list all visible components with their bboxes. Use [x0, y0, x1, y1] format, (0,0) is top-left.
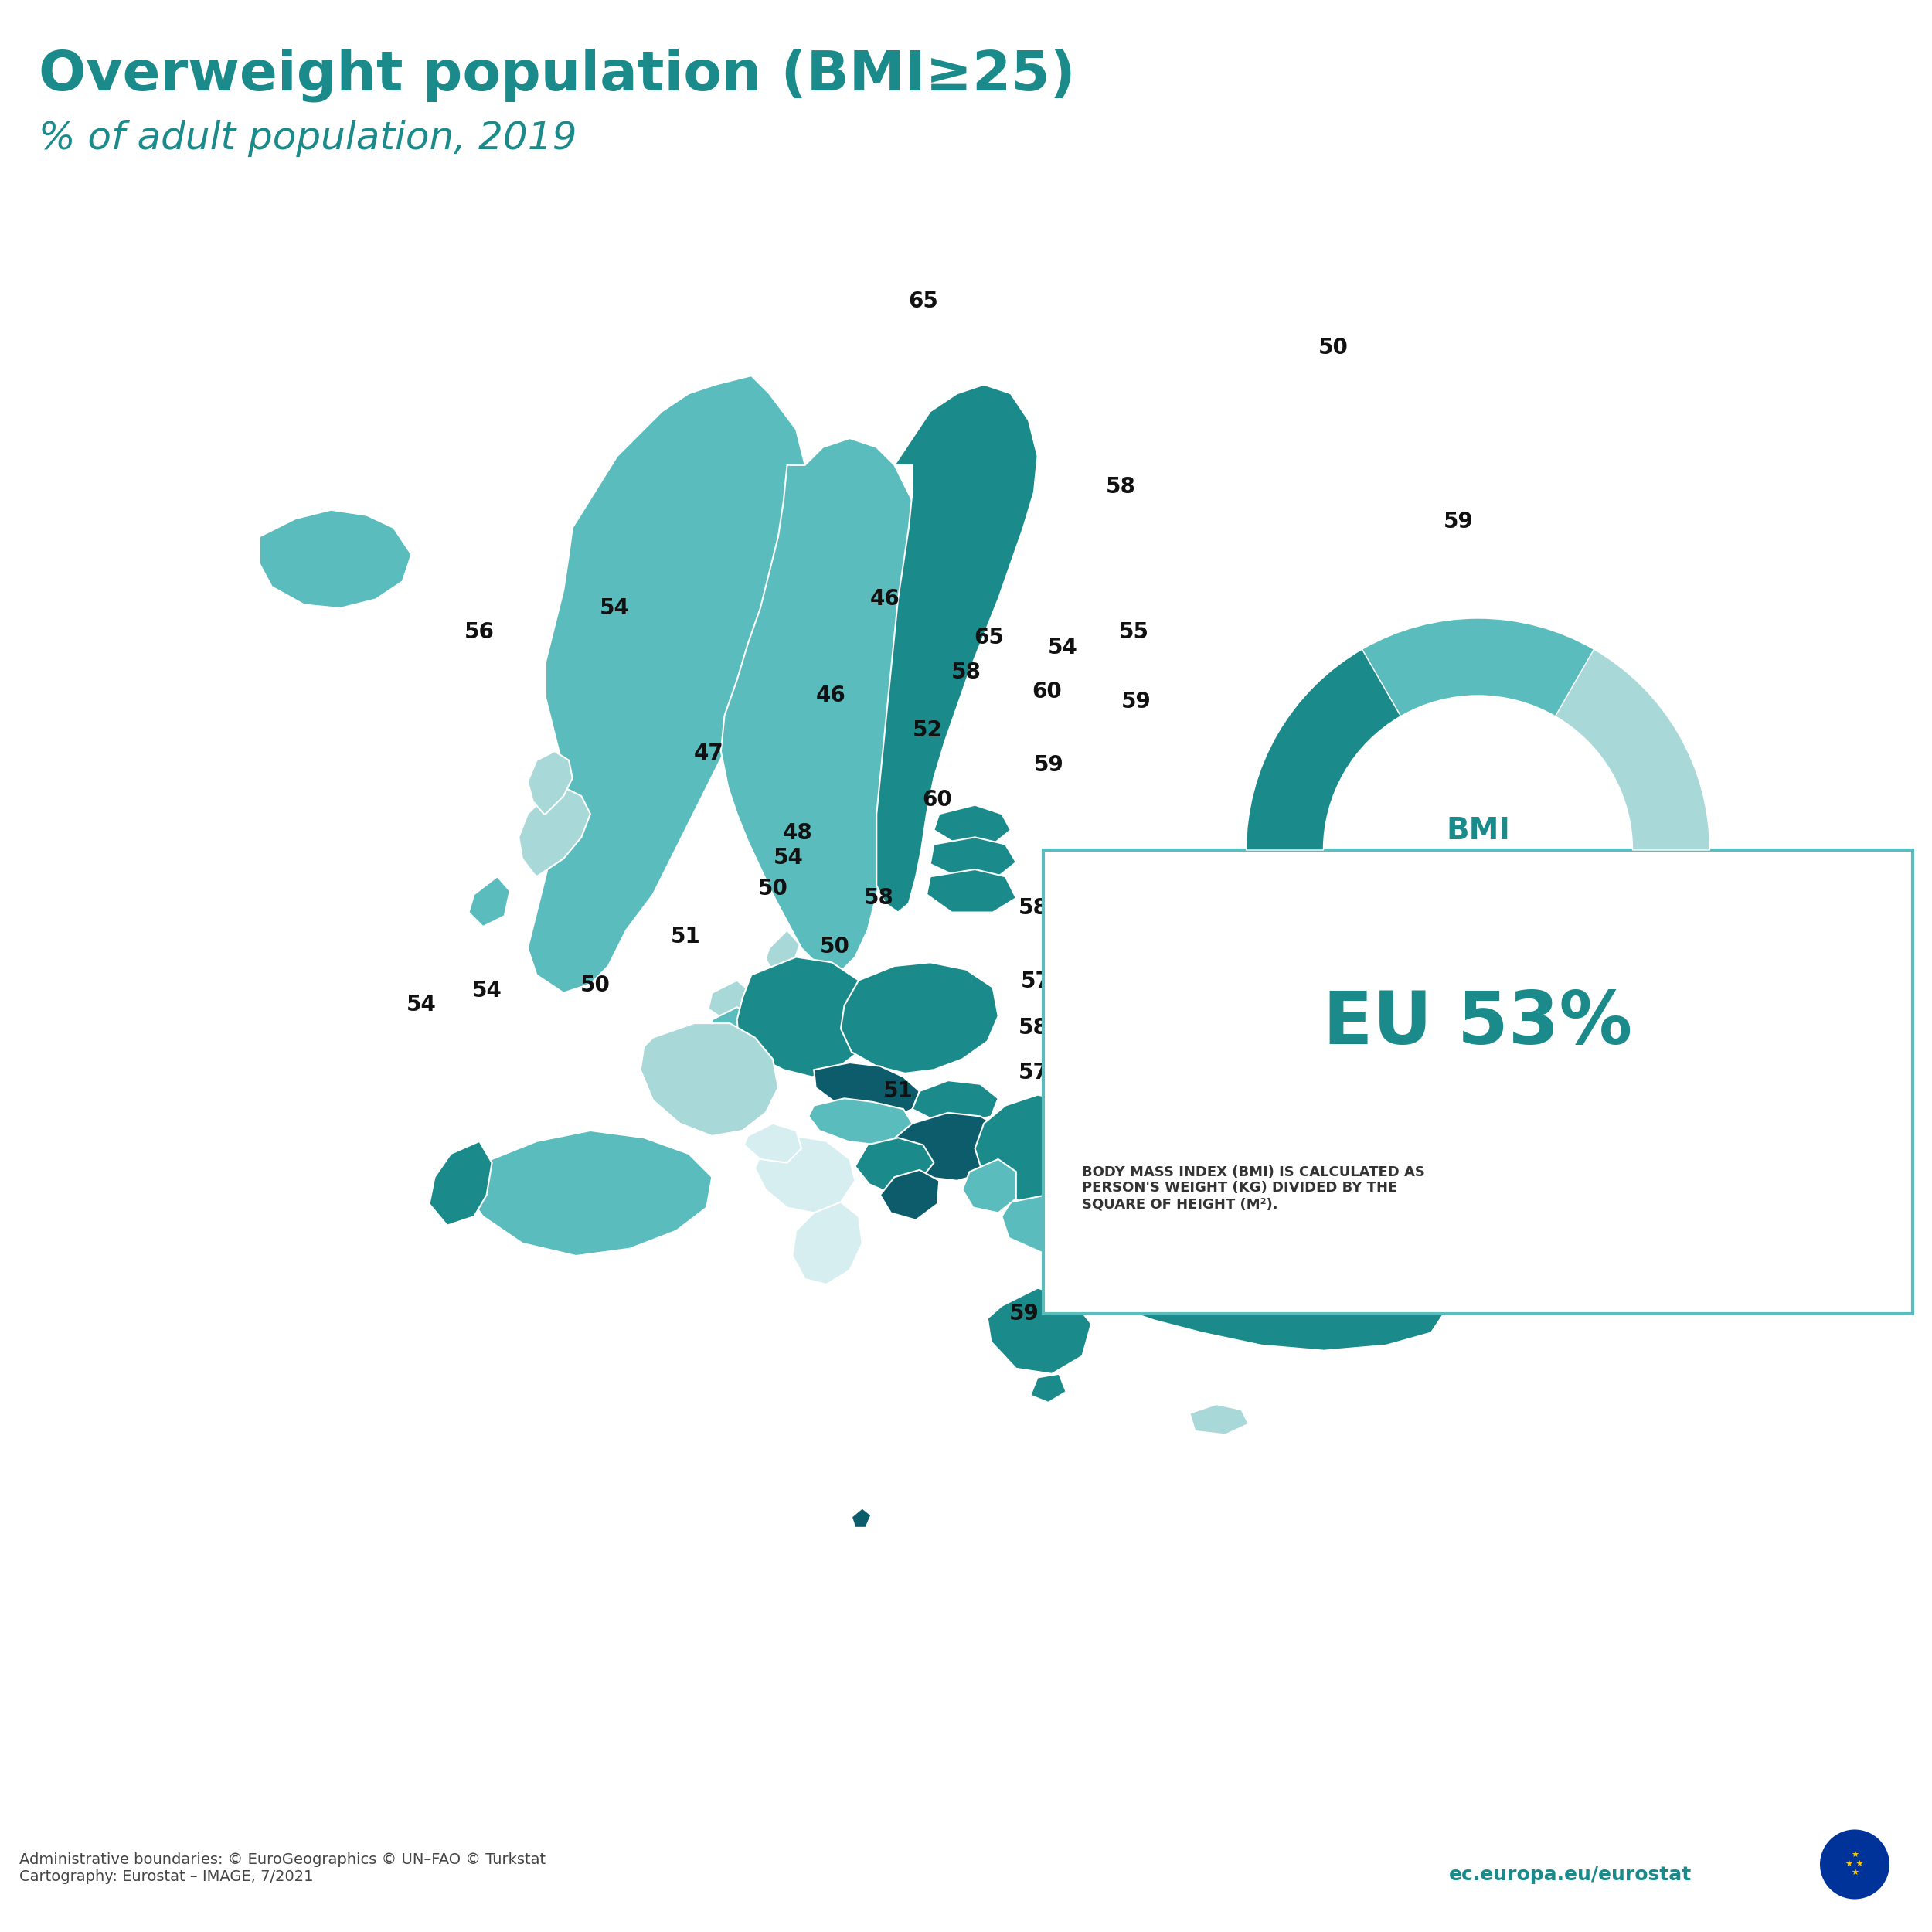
Polygon shape [856, 1138, 933, 1196]
Text: 50: 50 [757, 877, 788, 900]
Text: 54: 54 [773, 846, 804, 869]
Text: ec.europa.eu/eurostat: ec.europa.eu/eurostat [1449, 1864, 1692, 1884]
Polygon shape [1003, 1196, 1109, 1256]
Text: 58: 58 [864, 887, 895, 910]
Text: 54: 54 [471, 980, 502, 1003]
Polygon shape [736, 1037, 755, 1057]
Polygon shape [881, 1171, 939, 1219]
Polygon shape [891, 1113, 1009, 1180]
Circle shape [1820, 1830, 1889, 1899]
Polygon shape [709, 980, 752, 1020]
Text: 58: 58 [1018, 1016, 1049, 1039]
Text: 57: 57 [1020, 970, 1051, 993]
Polygon shape [721, 439, 922, 976]
Polygon shape [709, 1007, 755, 1047]
Wedge shape [1362, 618, 1594, 717]
FancyBboxPatch shape [1043, 850, 1913, 1314]
Polygon shape [912, 1080, 999, 1122]
Text: 54: 54 [1047, 636, 1078, 659]
Text: 52: 52 [912, 719, 943, 742]
Wedge shape [1555, 649, 1710, 850]
Text: 54: 54 [599, 597, 630, 620]
Polygon shape [429, 1142, 493, 1225]
Text: 47: 47 [694, 742, 724, 765]
Polygon shape [929, 837, 1016, 877]
Text: 57: 57 [1018, 1061, 1049, 1084]
Text: % of adult population, 2019: % of adult population, 2019 [39, 120, 578, 156]
Polygon shape [987, 1289, 1092, 1374]
Text: 50: 50 [819, 935, 850, 958]
Polygon shape [877, 384, 1037, 912]
Polygon shape [527, 752, 572, 813]
Polygon shape [840, 962, 999, 1074]
Text: 60: 60 [922, 788, 952, 811]
Polygon shape [962, 1159, 1016, 1213]
Text: 48: 48 [782, 821, 813, 844]
Text: ★
★ ★
★: ★ ★ ★ ★ [1845, 1851, 1864, 1878]
Polygon shape [520, 786, 591, 877]
Polygon shape [462, 1130, 713, 1256]
Polygon shape [792, 1202, 862, 1285]
Text: 65: 65 [974, 626, 1005, 649]
Text: 51: 51 [670, 925, 701, 949]
Text: BMI: BMI [1445, 815, 1511, 846]
Text: 46: 46 [815, 684, 846, 707]
Text: 55: 55 [1119, 620, 1150, 643]
Polygon shape [1109, 1252, 1449, 1350]
Polygon shape [810, 1099, 912, 1146]
Text: 65: 65 [908, 290, 939, 313]
Text: 59: 59 [1034, 753, 1065, 777]
Text: 50: 50 [1318, 336, 1349, 359]
Text: 50: 50 [580, 974, 611, 997]
Polygon shape [976, 1095, 1119, 1208]
Polygon shape [1190, 1405, 1248, 1435]
Polygon shape [1030, 1374, 1066, 1403]
Polygon shape [527, 375, 806, 993]
Text: 46: 46 [869, 587, 900, 611]
Text: 58: 58 [1105, 475, 1136, 498]
Polygon shape [469, 877, 510, 927]
Polygon shape [765, 929, 800, 972]
Polygon shape [639, 1024, 779, 1136]
Text: 60: 60 [1032, 680, 1063, 703]
Text: 56: 56 [464, 620, 495, 643]
Wedge shape [1246, 649, 1401, 850]
Polygon shape [933, 806, 1010, 844]
Text: 51: 51 [883, 1080, 914, 1103]
Text: 58: 58 [1018, 896, 1049, 920]
Polygon shape [755, 1136, 856, 1213]
Text: 59: 59 [1443, 510, 1474, 533]
Text: 54: 54 [406, 993, 437, 1016]
Text: 58: 58 [951, 661, 981, 684]
Text: EU 53%: EU 53% [1323, 989, 1633, 1059]
Polygon shape [259, 510, 412, 609]
Polygon shape [927, 869, 1016, 912]
Polygon shape [744, 1122, 802, 1163]
Polygon shape [736, 956, 877, 1076]
Polygon shape [852, 1509, 871, 1528]
Text: 59: 59 [1009, 1302, 1039, 1325]
Polygon shape [813, 1063, 920, 1119]
Text: 59: 59 [1121, 690, 1151, 713]
Text: Administrative boundaries: © EuroGeographics © UN–FAO © Turkstat
Cartography: Eu: Administrative boundaries: © EuroGeograp… [19, 1853, 545, 1884]
Text: Overweight population (BMI≥25): Overweight population (BMI≥25) [39, 48, 1076, 102]
Text: BODY MASS INDEX (BMI) IS CALCULATED AS
PERSON'S WEIGHT (KG) DIVIDED BY THE
SQUAR: BODY MASS INDEX (BMI) IS CALCULATED AS P… [1082, 1165, 1426, 1211]
